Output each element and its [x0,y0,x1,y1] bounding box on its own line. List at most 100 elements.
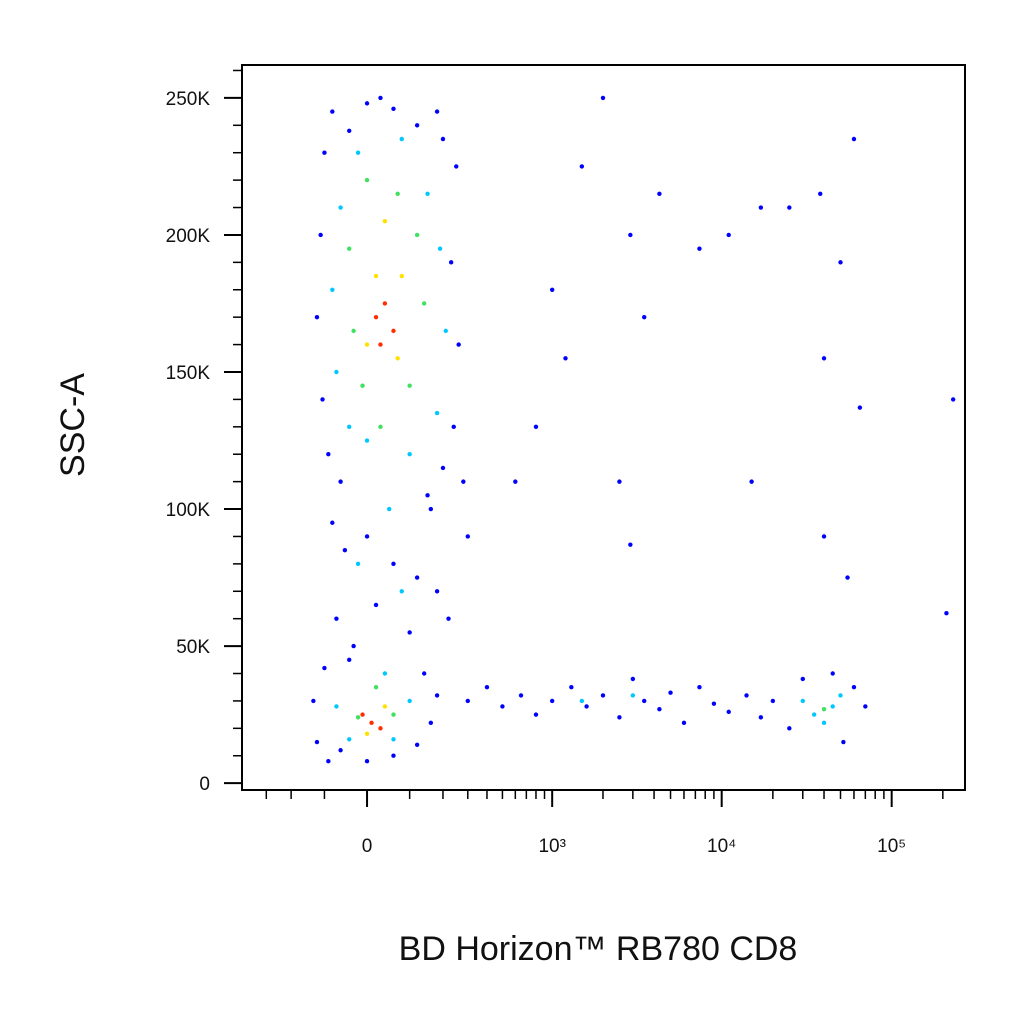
point [657,191,662,197]
point [630,693,636,698]
point [421,671,427,676]
point [513,479,518,484]
y-tick-label: 250K [166,89,211,110]
point [851,136,857,142]
point [391,106,396,112]
point [391,712,396,717]
point [355,715,361,720]
point [326,759,331,764]
point [569,685,574,690]
point [414,232,420,238]
point [434,410,440,416]
point [355,150,361,155]
point [800,676,805,682]
point [373,602,379,608]
point [378,95,383,101]
point [364,342,370,347]
point [465,698,470,704]
point [334,704,339,709]
point [407,452,412,457]
point [395,356,400,361]
point [382,219,388,224]
x-tick-label: 0 [362,836,373,857]
x-tick-label: 10⁴ [707,836,736,857]
point [830,671,835,676]
point [584,704,589,709]
point [373,273,379,279]
point [821,720,827,726]
point [334,369,339,375]
x-tick-label: 10³ [538,836,565,857]
point [434,693,440,698]
point [465,534,470,539]
point [697,246,702,251]
point [360,383,365,388]
point [360,712,365,717]
point [364,177,370,183]
point [451,424,456,430]
point [563,356,568,361]
point [347,657,352,663]
point [857,405,863,410]
point [382,704,388,709]
point [726,709,731,715]
point [448,260,454,265]
y-axis-label: SSC-A [54,373,92,477]
point [378,424,383,430]
y-tick-label: 150K [166,363,211,384]
point [456,342,461,347]
point [347,737,352,742]
point [421,301,427,306]
point [657,706,662,712]
point [364,101,370,106]
point [600,693,606,698]
point [364,438,370,443]
point [533,424,539,430]
point [425,191,430,197]
point [787,726,792,731]
point [668,690,673,695]
y-tick-label: 0 [199,774,210,795]
point [440,465,446,471]
y-tick-label: 200K [166,226,211,247]
point [830,704,835,709]
point [414,123,420,128]
y-tick-label: 50K [176,637,210,658]
point [851,685,857,690]
point [434,109,440,114]
point [326,452,331,457]
point [407,630,412,635]
point [818,191,823,197]
point [617,479,622,484]
point [347,424,352,430]
point [800,698,805,704]
point [311,698,316,704]
point [391,753,396,758]
point [758,715,764,720]
point [500,704,505,709]
point [334,616,339,621]
point [863,704,868,709]
point [579,698,585,704]
point [369,720,374,726]
point [600,95,606,101]
point [428,720,434,726]
point [373,685,379,690]
point [821,356,827,361]
point [628,542,633,547]
point [382,671,388,676]
point [446,616,451,621]
point [347,246,352,251]
point [330,287,335,292]
point [395,191,400,197]
point [355,561,361,567]
point [950,397,956,402]
point [811,712,817,717]
point [461,479,466,484]
point [642,698,647,704]
point [414,575,420,580]
point [407,383,412,388]
point [347,128,352,133]
point [342,547,348,553]
point [630,676,636,682]
